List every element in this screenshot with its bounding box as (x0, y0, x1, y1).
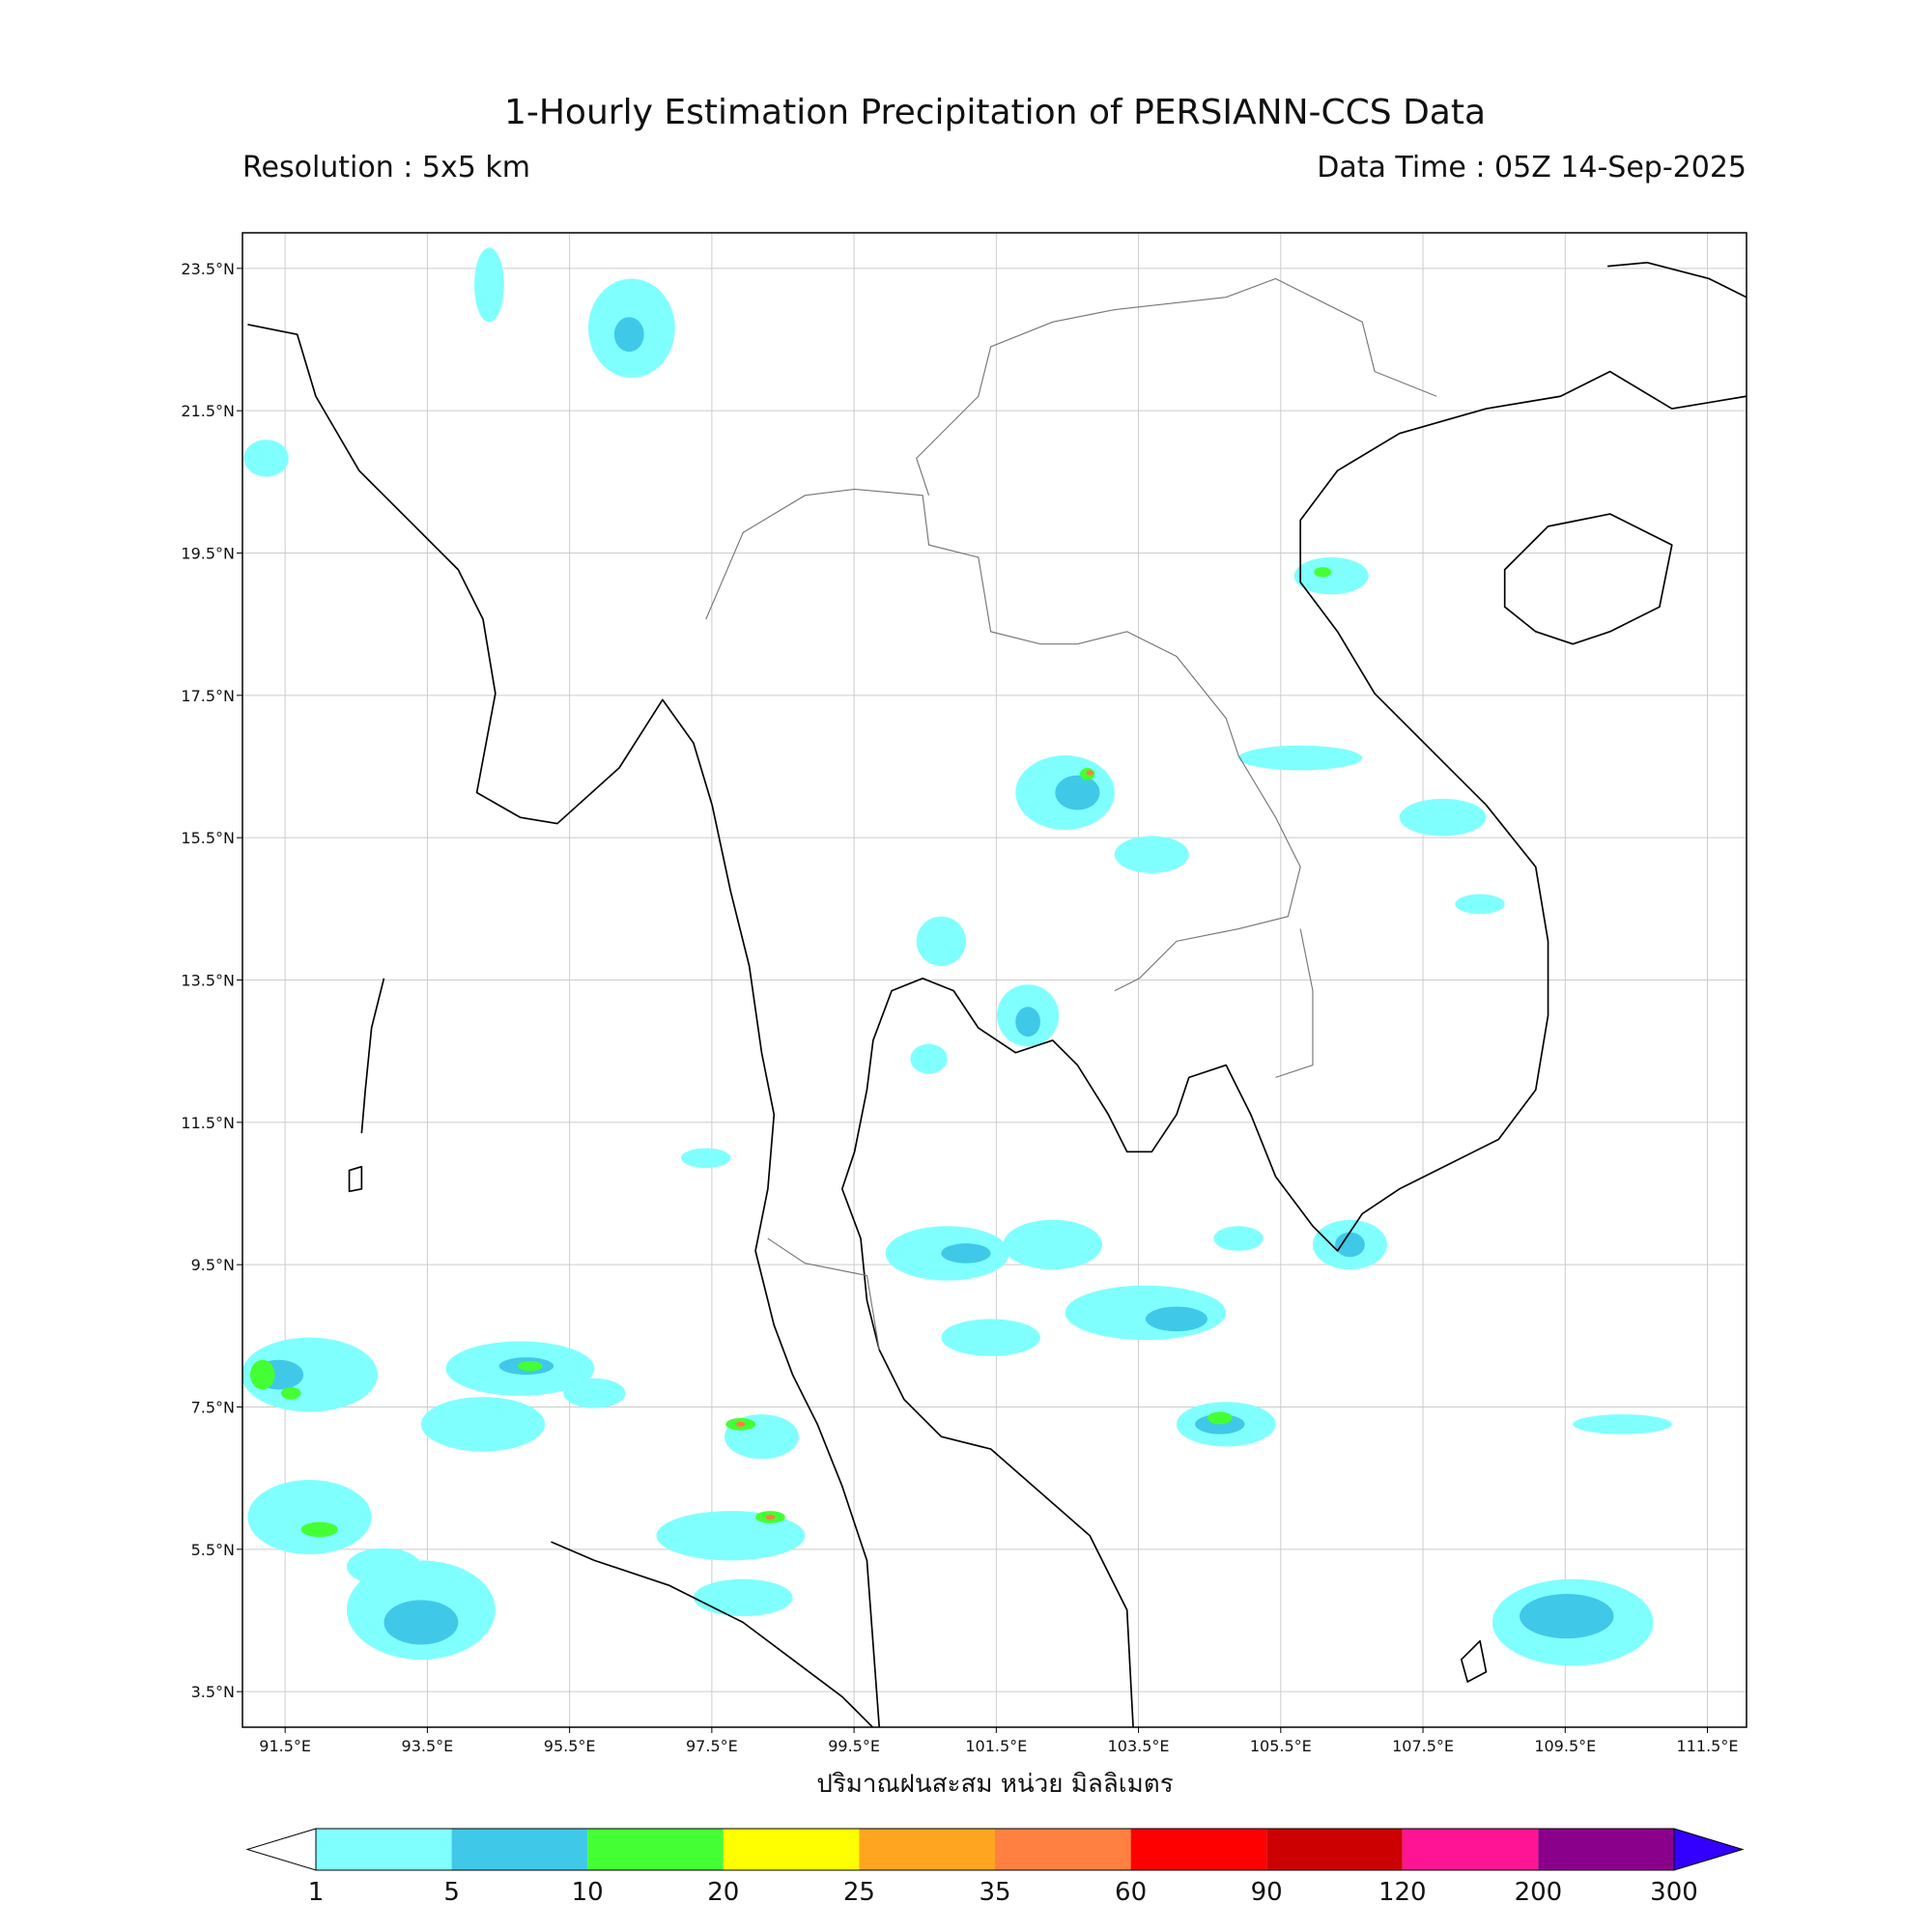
y-tick-label: 5.5°N (191, 1541, 235, 1559)
colorbar: 1 5 10 20 25 35 60 90 120 200 300 (245, 1828, 1745, 1907)
y-tick-label: 17.5°N (181, 687, 235, 705)
x-tick-label: 99.5°E (828, 1737, 880, 1755)
colorbar-under (245, 1828, 317, 1871)
colorbar-segment (451, 1829, 588, 1870)
x-tick-label: 93.5°E (402, 1737, 454, 1755)
x-tick-label: 97.5°E (686, 1737, 738, 1755)
x-tick-label: 107.5°E (1392, 1737, 1454, 1755)
y-tick-label: 13.5°N (181, 972, 235, 990)
x-tick-label: 105.5°E (1250, 1737, 1312, 1755)
y-tick-label: 7.5°N (191, 1399, 235, 1417)
map-title: 1-Hourly Estimation Precipitation of PER… (504, 93, 1486, 132)
resolution: Resolution : 5x5 km (242, 151, 530, 185)
map-area (242, 247, 1747, 1727)
colorbar-tick-label: 25 (843, 1878, 875, 1907)
x-tick-label: 101.5°E (965, 1737, 1027, 1755)
colorbar-outline (315, 1828, 1675, 1871)
y-tick-label: 19.5°N (181, 545, 235, 563)
colorbar-tick-label: 300 (1650, 1878, 1698, 1907)
y-tick-label: 11.5°N (181, 1114, 235, 1132)
colorbar-segment (723, 1829, 860, 1870)
colorbar-segment (1266, 1829, 1403, 1870)
borders (705, 277, 1437, 1350)
colorbar-segment (995, 1829, 1131, 1870)
colorbar-label: ปริมาณฝนสะสม หน่วย มิลลิเมตร (816, 1770, 1173, 1799)
colorbar-tick-label: 20 (707, 1878, 739, 1907)
colorbar-segment (1402, 1829, 1539, 1870)
data-time: Data Time : 05Z 14-Sep-2025 (1317, 151, 1747, 185)
colorbar-segment (1538, 1829, 1674, 1870)
x-tick-label: 95.5°E (544, 1737, 596, 1755)
colorbar-tick-label: 35 (979, 1878, 1010, 1907)
colorbar-tick-label: 90 (1251, 1878, 1283, 1907)
colorbar-tick-label: 60 (1115, 1878, 1147, 1907)
y-tick-label: 9.5°N (191, 1256, 235, 1274)
y-tick-label: 15.5°N (181, 829, 235, 847)
colorbar-segment (1130, 1829, 1267, 1870)
y-tick-label: 23.5°N (181, 260, 235, 278)
x-tick-label: 111.5°E (1677, 1737, 1739, 1755)
y-tick-label: 21.5°N (181, 402, 235, 420)
colorbar-tick-label: 1 (308, 1878, 325, 1907)
colorbar-tick-label: 10 (572, 1878, 604, 1907)
colorbar-over (1673, 1828, 1745, 1871)
x-tick-label: 91.5°E (259, 1737, 311, 1755)
grid (242, 233, 1747, 1727)
colorbar-segment (316, 1829, 452, 1870)
colorbar-segment (859, 1829, 995, 1870)
x-tick-label: 103.5°E (1108, 1737, 1170, 1755)
colorbar-segment (587, 1829, 724, 1870)
colorbar-tick-label: 5 (443, 1878, 460, 1907)
y-tick-label: 3.5°N (191, 1683, 235, 1701)
colorbar-tick-label: 200 (1515, 1878, 1563, 1907)
precip-layer (242, 247, 1747, 1727)
colorbar-tick-label: 120 (1378, 1878, 1427, 1907)
coastline (247, 261, 1747, 1727)
x-tick-label: 109.5°E (1534, 1737, 1596, 1755)
